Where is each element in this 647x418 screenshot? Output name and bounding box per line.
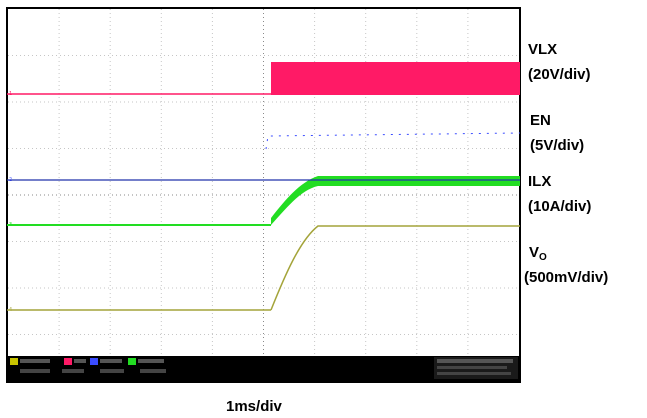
label-ilx-scale: (10A/div) <box>528 198 591 215</box>
waveform-traces <box>7 62 521 311</box>
label-en: EN <box>530 112 551 129</box>
status-ch1-swatch <box>10 358 18 365</box>
channel-markers: 1 2 3 4 <box>9 91 12 313</box>
trace-vo-ramp <box>270 225 520 311</box>
label-vo-main: V <box>529 244 539 261</box>
label-vo: VO <box>529 244 547 263</box>
trace-ilx-ramp <box>271 176 520 225</box>
channel-labels: VLX (20V/div) EN (5V/div) ILX (10A/div) … <box>226 41 608 415</box>
status-ch3-swatch <box>90 358 98 365</box>
marker-ch1: 1 <box>9 91 12 97</box>
label-vlx: VLX <box>528 41 557 58</box>
label-vo-scale: (500mV/div) <box>524 269 608 286</box>
marker-ch4: 4 <box>9 307 12 313</box>
label-ilx: ILX <box>528 173 551 190</box>
time-base-label: 1ms/div <box>226 398 283 415</box>
trace-vlx-switching <box>271 62 520 95</box>
marker-ch3: 3 <box>9 222 12 228</box>
label-vlx-scale: (20V/div) <box>528 66 591 83</box>
status-ch2-swatch <box>64 358 72 365</box>
marker-ch2: 2 <box>9 177 12 183</box>
label-en-scale: (5V/div) <box>530 137 584 154</box>
label-vo-subscript: O <box>539 252 547 263</box>
scope-status-bar <box>8 356 520 381</box>
status-ch4-swatch <box>128 358 136 365</box>
